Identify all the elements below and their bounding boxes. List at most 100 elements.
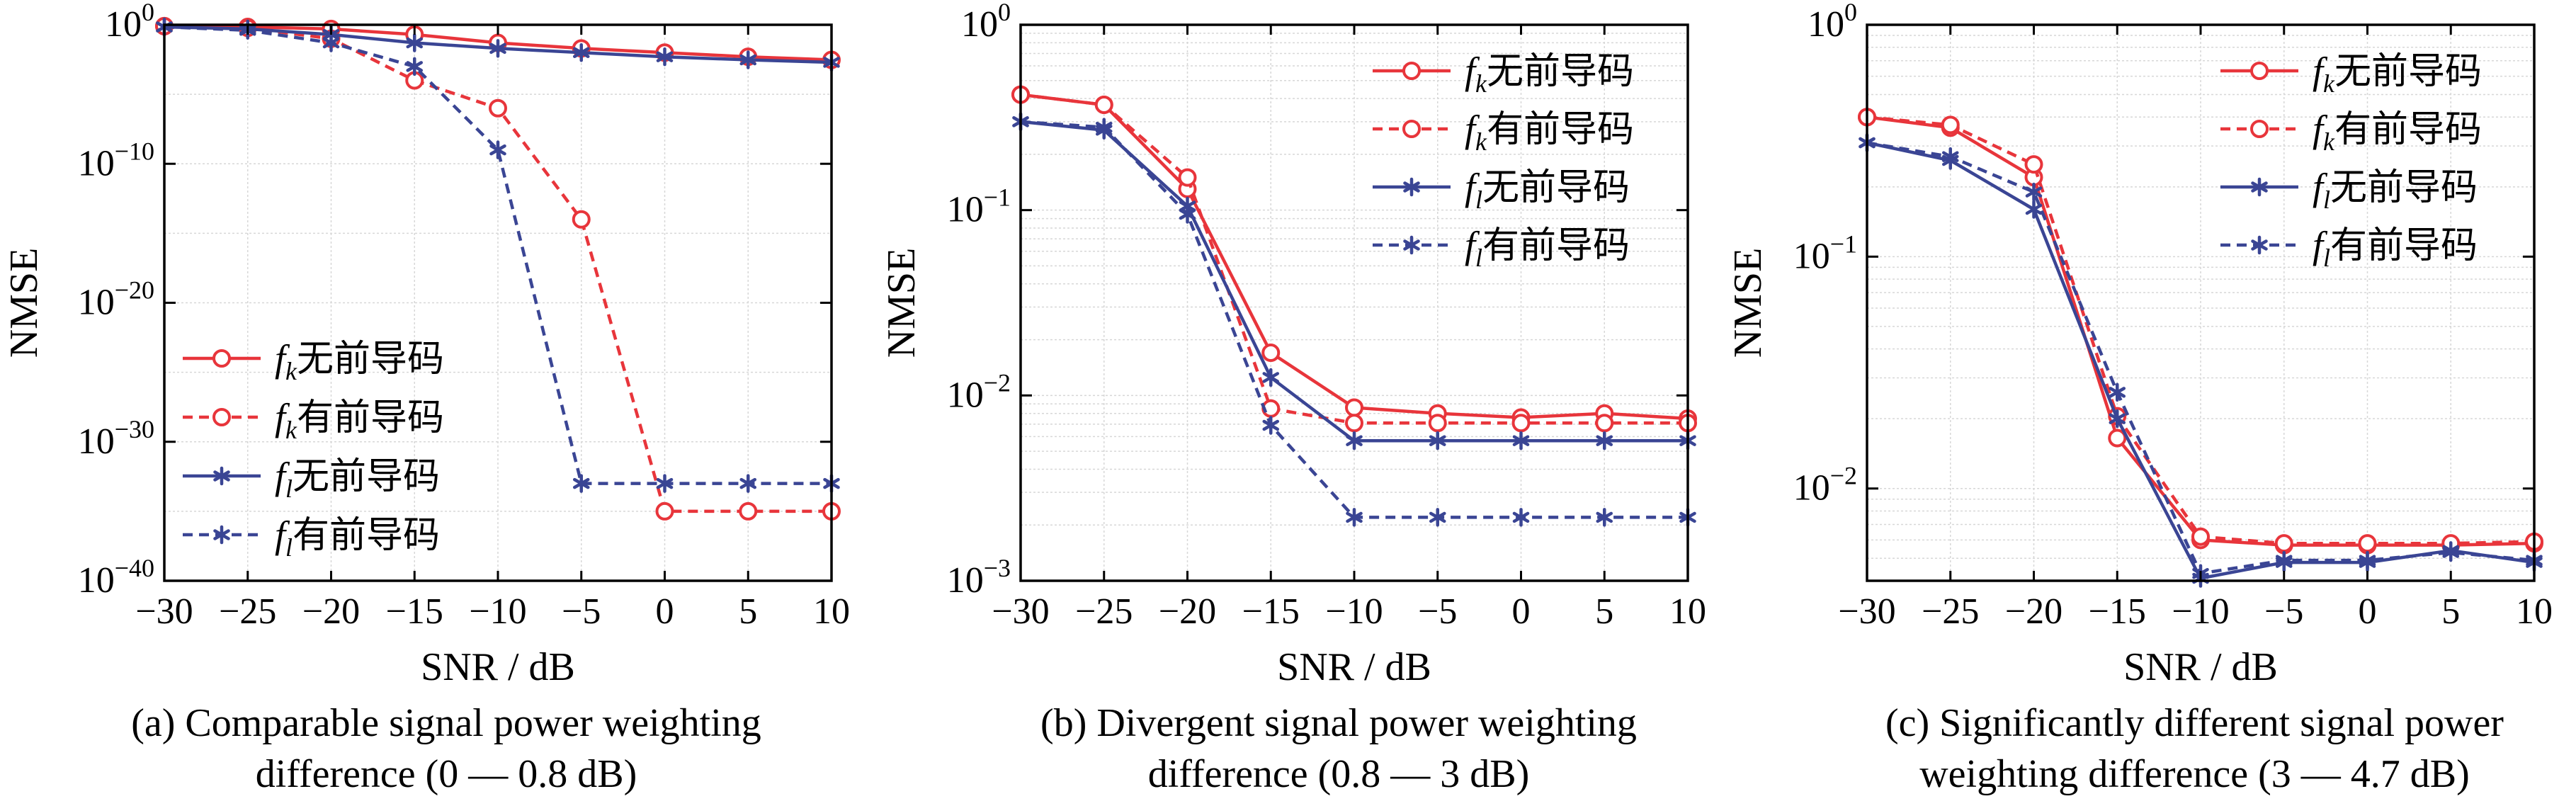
legend-marker-a-1 <box>212 408 231 426</box>
grid-b <box>1020 25 1689 581</box>
y-tick-label-a-2: 10−20 <box>78 276 154 323</box>
data-point-b-2-5 <box>1429 431 1446 450</box>
x-tick-label-a-5: −5 <box>562 591 601 632</box>
legend-label-c-1: fk有前导码 <box>2313 108 2482 156</box>
data-point-c-2-2 <box>2025 200 2043 219</box>
data-point-b-3-1 <box>1095 118 1113 137</box>
x-tick-label-b-1: −25 <box>1075 591 1133 632</box>
legend-marker-b-2 <box>1403 177 1420 197</box>
data-point-b-3-4 <box>1346 508 1363 527</box>
legend-marker-c-3 <box>2251 235 2268 255</box>
data-point-a-1-7 <box>739 501 758 521</box>
legend-b: fk无前导码 fk有前导码 fl无前导码 fl有前导码 <box>1373 50 1634 272</box>
data-point-c-1-6 <box>2358 534 2377 553</box>
legend-marker-b-1 <box>1402 120 1421 138</box>
x-tick-label-b-6: 0 <box>1512 591 1531 632</box>
chart-b: −30 −25 −20 −15 −10 −5 0 5 10 100 10−1 10−2 10−3 SNR … <box>880 0 1706 689</box>
legend-label-a-2: fl无前导码 <box>275 455 440 503</box>
y-axis-label-b: NMSE <box>880 248 924 358</box>
legend-marker-b-0 <box>1402 62 1421 80</box>
data-point-c-3-7 <box>2442 543 2460 562</box>
series-line-a-3 <box>164 25 832 485</box>
legend-label-b-3: fl有前导码 <box>1465 224 1630 272</box>
x-tick-label-b-0: −30 <box>992 591 1049 632</box>
legend-label-a-3: fl有前导码 <box>275 513 440 562</box>
data-point-b-0-4 <box>1345 398 1363 417</box>
x-tick-label-b-2: −20 <box>1159 591 1216 632</box>
y-axis-label-c: NMSE <box>1726 248 1770 358</box>
data-point-c-3-6 <box>2359 550 2376 570</box>
x-tick-label-b-7: 5 <box>1595 591 1613 632</box>
data-point-c-3-3 <box>2109 382 2126 402</box>
data-point-b-3-2 <box>1179 205 1196 224</box>
x-tick-label-b-5: −5 <box>1418 591 1457 632</box>
x-tick-label-c-7: 5 <box>2441 591 2460 632</box>
data-point-b-1-1 <box>1094 95 1113 114</box>
x-tick-label-c-0: −30 <box>1838 591 1895 632</box>
y-tick-label-a-0: 100 <box>105 0 154 45</box>
legend-marker-a-2 <box>213 466 230 486</box>
data-point-b-3-7 <box>1596 508 1613 527</box>
legend-label-c-0: fk无前导码 <box>2313 50 2482 98</box>
y-tick-label-b-3: 10−3 <box>947 554 1011 601</box>
data-point-b-1-2 <box>1178 168 1197 187</box>
x-axis-label-c: SNR / dB <box>2123 645 2278 689</box>
caption-c: (c) Significantly different signal power… <box>1813 698 2576 800</box>
caption-a: (a) Comparable signal power weighting di… <box>0 698 892 800</box>
legend-label-c-3: fl有前导码 <box>2313 224 2478 272</box>
caption-a-line-2: difference (0 — 0.8 dB) <box>255 752 637 796</box>
y-tick-label-c-1: 10−1 <box>1793 229 1857 276</box>
data-point-c-1-1 <box>1941 115 1960 135</box>
x-tick-label-b-8: 10 <box>1669 591 1706 632</box>
data-point-b-1-4 <box>1345 414 1363 433</box>
legend-marker-c-0 <box>2250 62 2269 80</box>
data-point-c-3-1 <box>1941 147 1959 166</box>
caption-c-line-1: (c) Significantly different signal power <box>1885 701 2504 745</box>
data-point-a-3-7 <box>739 474 757 493</box>
data-point-c-3-5 <box>2275 550 2293 570</box>
x-tick-label-c-2: −20 <box>2005 591 2062 632</box>
data-point-b-2-4 <box>1346 431 1363 450</box>
y-tick-label-b-2: 10−2 <box>947 368 1011 415</box>
data-point-a-3-5 <box>572 474 590 493</box>
legend-a: fk无前导码 fk有前导码 fl无前导码 fl有前导码 <box>183 337 444 562</box>
y-tick-label-a-4: 10−40 <box>78 554 154 601</box>
legend-marker-c-1 <box>2250 120 2269 138</box>
legend-label-a-0: fk无前导码 <box>275 337 444 385</box>
x-tick-label-b-4: −10 <box>1325 591 1383 632</box>
legend-label-a-1: fk有前导码 <box>275 396 444 444</box>
data-point-b-1-7 <box>1595 414 1614 433</box>
x-tick-label-a-6: 0 <box>656 591 674 632</box>
y-tick-label-c-0: 100 <box>1808 0 1857 45</box>
data-point-b-2-6 <box>1512 431 1530 450</box>
data-point-a-2-7 <box>739 50 757 69</box>
data-point-c-1-2 <box>2024 155 2043 174</box>
caption-b-line-2: difference (0.8 — 3 dB) <box>1147 752 1530 796</box>
data-point-b-1-5 <box>1428 414 1447 433</box>
chart-a: −30 −25 −20 −15 −10 −5 0 5 10 100 10−10 10−20 10−30 1… <box>2 0 850 689</box>
data-point-a-3-4 <box>489 140 506 159</box>
legend-label-b-2: fl无前导码 <box>1465 166 1630 214</box>
data-point-b-3-3 <box>1262 416 1280 435</box>
data-point-a-2-4 <box>489 39 506 58</box>
x-tick-label-c-3: −15 <box>2089 591 2146 632</box>
y-tick-label-b-0: 100 <box>961 0 1011 45</box>
x-tick-label-c-4: −10 <box>2172 591 2229 632</box>
data-point-a-2-5 <box>572 43 590 62</box>
x-tick-label-a-3: −15 <box>386 591 443 632</box>
data-point-a-1-6 <box>655 501 674 521</box>
legend-marker-a-0 <box>212 349 231 368</box>
caption-b: (b) Divergent signal power weighting dif… <box>938 698 1739 800</box>
caption-b-line-1: (b) Divergent signal power weighting <box>1040 701 1637 745</box>
data-point-b-3-5 <box>1429 508 1446 527</box>
y-axis-label-a: NMSE <box>2 248 46 358</box>
data-point-a-3-3 <box>406 57 424 76</box>
x-tick-label-a-1: −25 <box>219 591 276 632</box>
data-point-c-0-3 <box>2108 428 2127 448</box>
data-point-a-3-2 <box>322 33 340 52</box>
x-tick-label-a-0: −30 <box>135 591 193 632</box>
y-tick-label-a-3: 10−30 <box>78 415 154 462</box>
data-point-b-1-6 <box>1511 414 1531 433</box>
x-tick-label-c-1: −25 <box>1922 591 1979 632</box>
